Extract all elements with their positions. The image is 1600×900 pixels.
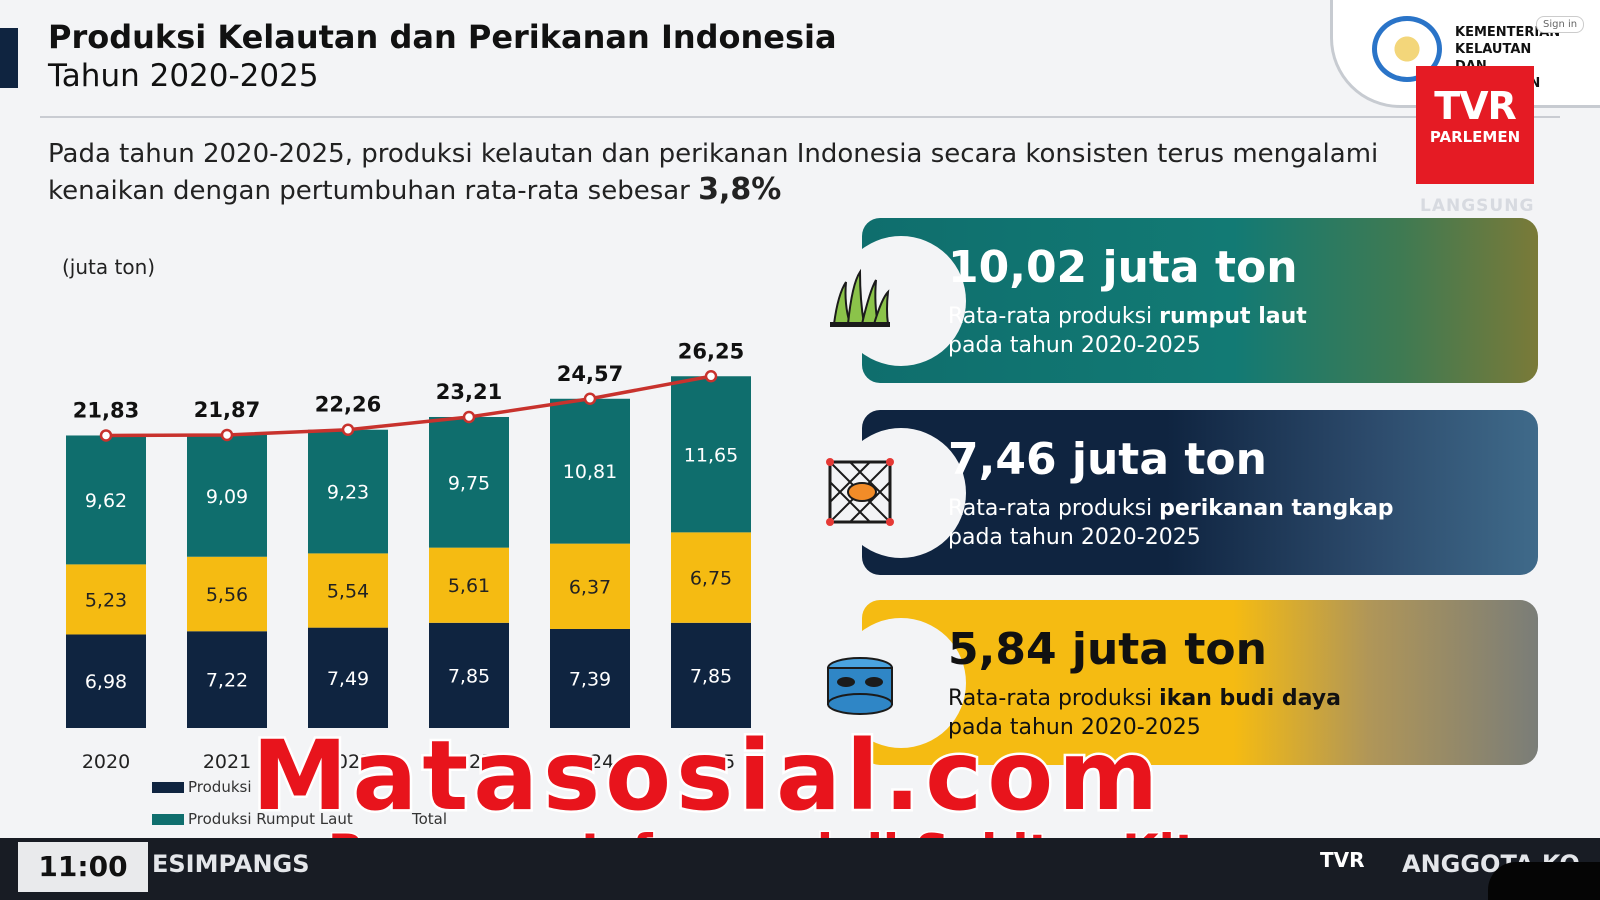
legend-item-rumput-laut: Produksi Rumput Laut bbox=[152, 810, 353, 828]
page-subtitle: Tahun 2020-2025 bbox=[48, 58, 319, 94]
bar-segment bbox=[308, 553, 388, 628]
page-corner bbox=[1488, 862, 1600, 900]
watermark-title: Matasosial.com bbox=[249, 720, 1164, 832]
bar-segment bbox=[66, 435, 146, 565]
legend-swatch bbox=[152, 814, 184, 825]
intro-paragraph: Pada tahun 2020-2025, produksi kelautan … bbox=[48, 136, 1428, 209]
ticker-clock: 11:00 bbox=[18, 842, 148, 892]
x-tick-label: 2021 bbox=[203, 751, 251, 773]
bar-segment bbox=[550, 398, 630, 544]
card-description: Rata-rata produksi perikanan tangkap pad… bbox=[948, 496, 1394, 550]
tv-channel-logo: TVR PARLEMEN bbox=[1416, 66, 1534, 184]
seaweed-icon bbox=[830, 268, 890, 327]
intro-text: Pada tahun 2020-2025, produksi kelautan … bbox=[48, 139, 1379, 206]
total-point bbox=[583, 392, 597, 406]
data-label: 7,85 bbox=[690, 665, 732, 687]
data-label: 9,23 bbox=[327, 482, 369, 504]
legend-swatch bbox=[152, 782, 184, 793]
data-label: 5,56 bbox=[206, 584, 248, 606]
sign-in-button[interactable]: Sign in bbox=[1536, 16, 1585, 33]
card-amount: 10,02 juta ton bbox=[948, 242, 1298, 293]
aquaculture-card: 5,84 juta ton Rata-rata produksi ikan bu… bbox=[862, 600, 1538, 765]
total-line bbox=[105, 374, 712, 438]
bar-segment bbox=[429, 547, 509, 623]
card-amount: 7,46 juta ton bbox=[948, 434, 1267, 485]
bar-segment bbox=[187, 556, 267, 632]
data-label: 5,23 bbox=[85, 589, 127, 611]
total-label: 22,26 bbox=[315, 393, 381, 417]
live-label: LANGSUNG bbox=[1420, 196, 1535, 216]
total-point bbox=[704, 370, 718, 383]
bar-segment bbox=[429, 416, 509, 548]
bar-segment bbox=[308, 627, 388, 728]
bar-segment bbox=[187, 631, 267, 728]
bar-segment bbox=[550, 628, 630, 728]
capture-fisheries-card: 7,46 juta ton Rata-rata produksi perikan… bbox=[862, 410, 1538, 575]
legend-item-produksi: Produksi bbox=[152, 778, 252, 796]
bar-segment bbox=[550, 543, 630, 629]
total-point bbox=[341, 423, 355, 436]
fish-pond-icon bbox=[827, 657, 893, 715]
tv-logo-text: PARLEMEN bbox=[1429, 128, 1521, 146]
data-label: 7,85 bbox=[448, 665, 490, 687]
bar-segment bbox=[671, 622, 751, 728]
fishing-net-icon bbox=[826, 458, 894, 526]
data-label: 9,09 bbox=[206, 486, 248, 508]
total-label: 23,21 bbox=[436, 380, 502, 404]
legend-item-total: Total bbox=[412, 810, 447, 828]
data-label: 7,49 bbox=[327, 668, 369, 690]
intro-growth-rate: 3,8% bbox=[698, 172, 782, 207]
total-label: 21,83 bbox=[73, 398, 139, 422]
tv-logo-mark: TVR bbox=[1434, 84, 1517, 128]
data-label: 11,65 bbox=[684, 444, 738, 466]
card-description: Rata-rata produksi ikan budi daya pada t… bbox=[948, 686, 1341, 740]
legend-label: Produksi bbox=[188, 778, 252, 796]
data-label: 6,98 bbox=[85, 671, 127, 693]
bar-segment bbox=[671, 532, 751, 623]
ticker-text-left: ESIMPANGS bbox=[152, 850, 310, 878]
legend-label: Produksi Rumput Laut bbox=[188, 810, 353, 828]
total-point bbox=[99, 429, 113, 442]
total-label: 26,25 bbox=[678, 339, 744, 363]
bar-segment bbox=[308, 429, 388, 554]
news-ticker bbox=[0, 838, 1600, 900]
ticker-channel-logo: TVR bbox=[1320, 848, 1365, 872]
x-tick-label: 2022 bbox=[324, 751, 372, 773]
total-label: 24,57 bbox=[557, 362, 623, 386]
bar-segment bbox=[671, 376, 751, 533]
data-label: 9,75 bbox=[448, 472, 490, 494]
card-description: Rata-rata produksi rumput laut pada tahu… bbox=[948, 304, 1307, 358]
data-label: 7,39 bbox=[569, 668, 611, 690]
bar-segment bbox=[429, 622, 509, 728]
bar-segment bbox=[187, 434, 267, 557]
data-label: 5,61 bbox=[448, 575, 490, 597]
data-label: 10,81 bbox=[563, 461, 617, 483]
title-accent-bar bbox=[0, 28, 18, 88]
x-tick-label: 2024 bbox=[566, 751, 614, 773]
data-label: 9,62 bbox=[85, 490, 127, 512]
x-tick-label: 2025 bbox=[687, 751, 735, 773]
bar-segment bbox=[66, 564, 146, 635]
total-point bbox=[220, 428, 234, 442]
page-title: Produksi Kelautan dan Perikanan Indonesi… bbox=[48, 18, 837, 56]
unit-label: (juta ton) bbox=[62, 255, 155, 279]
total-label: 21,87 bbox=[194, 398, 260, 422]
total-point bbox=[462, 410, 476, 424]
bar-segment bbox=[66, 634, 146, 728]
data-label: 5,54 bbox=[327, 581, 369, 603]
x-tick-label: 2020 bbox=[82, 751, 130, 773]
production-chart: (juta ton) 6,98 5,23 9,62 2020 7,22 5,56 9,09 20… bbox=[62, 255, 751, 773]
legend-label: Total bbox=[412, 810, 448, 828]
data-label: 6,75 bbox=[690, 568, 732, 590]
card-amount: 5,84 juta ton bbox=[948, 624, 1267, 675]
data-label: 6,37 bbox=[569, 576, 611, 598]
seaweed-card: 10,02 juta ton Rata-rata produksi rumput… bbox=[862, 218, 1538, 383]
divider bbox=[40, 116, 1560, 118]
data-label: 7,22 bbox=[206, 670, 248, 692]
x-tick-label: 2023 bbox=[445, 751, 493, 773]
